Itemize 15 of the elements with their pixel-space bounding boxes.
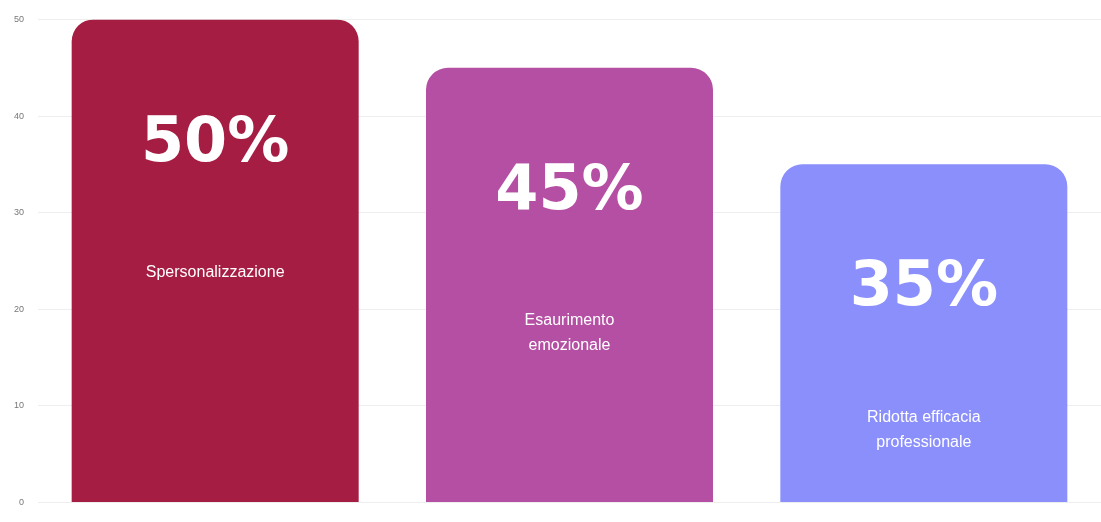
bar bbox=[71, 19, 359, 503]
data-label: 45% bbox=[495, 150, 644, 224]
y-tick-label: 20 bbox=[14, 303, 25, 314]
data-label: 35% bbox=[849, 247, 999, 321]
bar bbox=[780, 164, 1068, 503]
y-tick-label: 10 bbox=[14, 400, 25, 411]
y-tick-label: 40 bbox=[14, 110, 25, 121]
data-label: 50% bbox=[140, 102, 290, 176]
y-tick-label: 50 bbox=[14, 13, 25, 24]
y-tick-label: 30 bbox=[14, 207, 25, 218]
x-tick-label: Esaurimento emozionale bbox=[524, 311, 615, 354]
x-tick-label: Ridotta efficacia professionale bbox=[867, 407, 981, 450]
x-tick-label: Spersonalizzazione bbox=[145, 262, 285, 280]
y-tick-label: 0 bbox=[19, 497, 25, 508]
bar bbox=[426, 67, 714, 503]
